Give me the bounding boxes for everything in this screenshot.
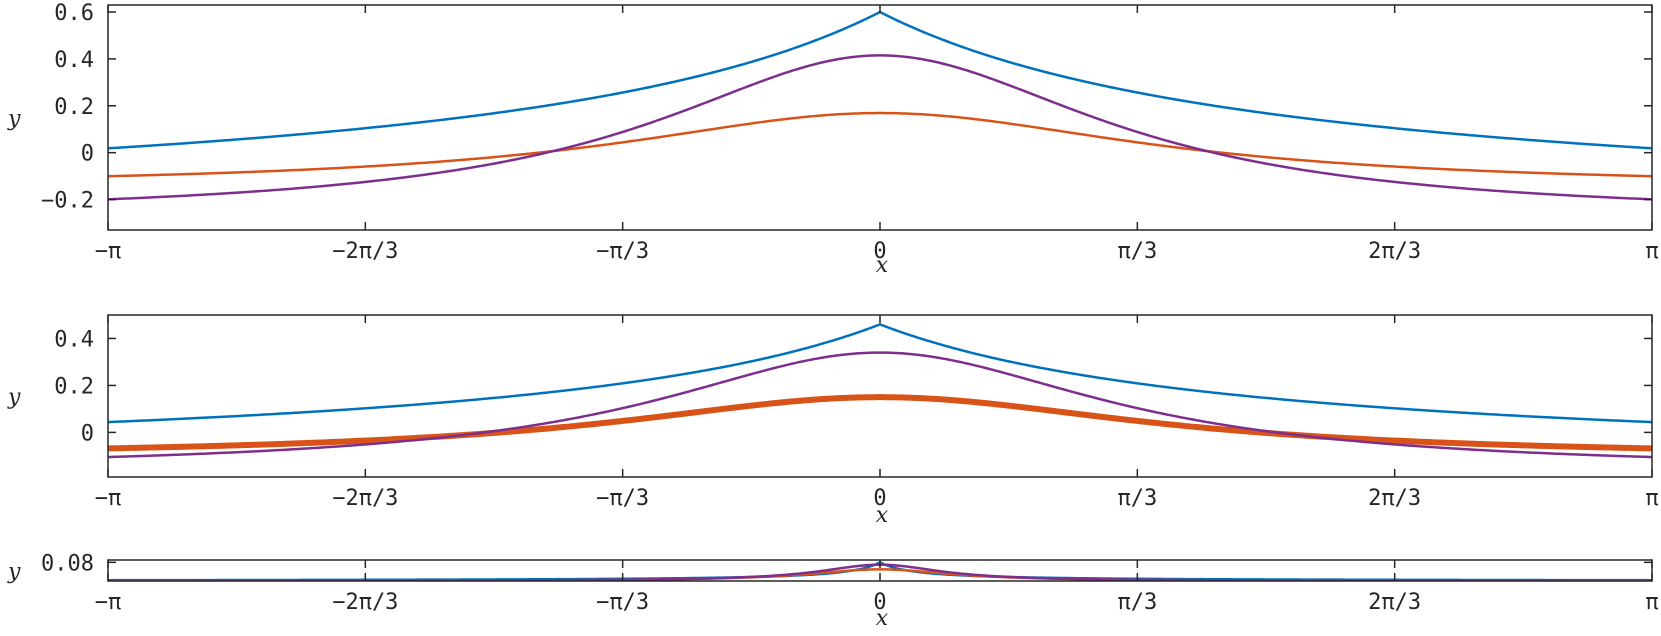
plot2-y-tick-label: 0.2 [54, 374, 94, 399]
plot1-series-line-2 [108, 111, 1652, 178]
plot1-series-line-1 [108, 10, 1652, 150]
plot1-y-tick-label: 0 [81, 142, 94, 167]
plot1-y-axis-label: y [7, 107, 21, 132]
plot1-x-tick-label: −π [95, 239, 122, 264]
plot1-x-tick-label: 0 [873, 239, 886, 264]
plot1-axes-box [107, 4, 1653, 231]
plot2-x-tick-label: 2π/3 [1368, 486, 1421, 511]
plot2-x-tick-label: −π [95, 486, 122, 511]
plot2-x-tick-label: −π/3 [596, 486, 649, 511]
plot1-x-tick-label: −π/3 [596, 239, 649, 264]
plot3-x-tick-label: 0 [873, 590, 886, 615]
plot2-x-tick-label: −2π/3 [332, 486, 398, 511]
plot3-y-axis-label: y [7, 560, 21, 585]
plot1-y-tick-label: 0.2 [54, 95, 94, 120]
plot2-y-tick-label: 0.4 [54, 327, 94, 352]
plot1-series-line-3 [108, 54, 1652, 201]
plot2-series-line-3 [108, 351, 1652, 459]
plot3-x-tick-label: −2π/3 [332, 590, 398, 615]
plot2-x-axis-label: x [876, 503, 889, 528]
plot2-x-tick-label: 0 [873, 486, 886, 511]
plot1-x-tick-label: π [1645, 239, 1658, 264]
plot1-y-tick-label: 0.4 [54, 48, 94, 73]
plot3-x-tick-label: π [1645, 590, 1658, 615]
plot2-y-axis-label: y [7, 385, 21, 410]
plot3-x-tick-label: 2π/3 [1368, 590, 1421, 615]
plot3-x-tick-label: −π/3 [596, 590, 649, 615]
plot3-x-tick-label: π/3 [1117, 590, 1157, 615]
plot2-x-tick-label: π/3 [1117, 486, 1157, 511]
plot3-x-axis-label: x [876, 606, 889, 631]
plot2-series-line-1 [108, 323, 1652, 424]
plot2-series-line-2 [108, 394, 1652, 452]
plot1-x-tick-label: −2π/3 [332, 239, 398, 264]
plot1-y-tick-label: −0.2 [41, 189, 94, 214]
plot1-x-tick-label: π/3 [1117, 239, 1157, 264]
plot1-x-axis-label: x [876, 253, 889, 278]
plot3-x-tick-label: −π [95, 590, 122, 615]
plot3-y-tick-label: 0.08 [41, 551, 94, 576]
plot2-x-tick-label: π [1645, 486, 1658, 511]
plot2-y-tick-label: 0 [81, 421, 94, 446]
plot1-x-tick-label: 2π/3 [1368, 239, 1421, 264]
plot1-y-tick-label: 0.6 [54, 1, 94, 26]
